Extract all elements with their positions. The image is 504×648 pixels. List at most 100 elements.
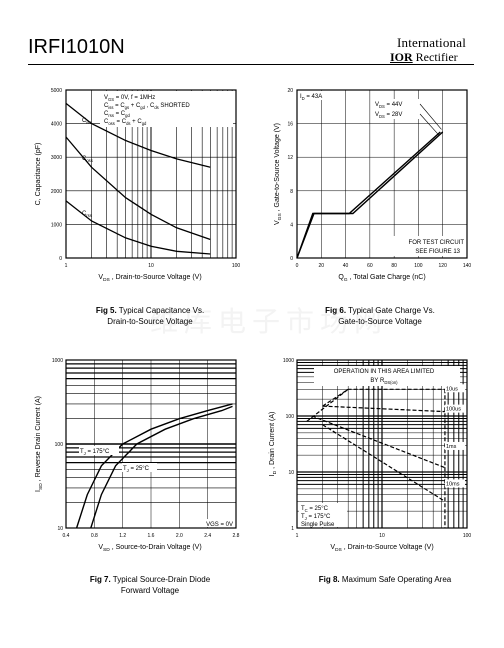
fig7-ytick: 10 [57,526,63,532]
fig8-ytick: 1 [291,526,294,532]
fig8-xtick: 10 [379,533,385,539]
fig7-ylabel: ISD , Reverse Drain Current (A) [35,396,44,492]
fig6-xtick: 60 [367,263,373,269]
header-rule [28,64,474,65]
fig7-t1-bg [79,446,119,455]
fig5-xtick: 10 [148,263,154,269]
fig6-ylabel: VGS , Gate-to-Source Voltage (V) [274,123,283,225]
fig6-xtick: 120 [439,263,448,269]
fig7-caption-num: Fig 7. [89,575,111,584]
fig6-xtick: 40 [343,263,349,269]
fig7-caption-line2: Forward Voltage [120,586,180,595]
fig7-xtick: 0.4 [63,533,70,539]
fig5-series-2 [65,200,211,255]
fig5-cond-bg [100,91,233,127]
fig5-series-0 [65,102,211,168]
fig6-frame [296,89,468,259]
fig5-ytick: 1000 [51,222,62,228]
fig8-xtick: 100 [463,533,472,539]
fig7-xtick: 2.8 [233,533,240,539]
fig5-ytick: 4000 [51,122,62,128]
brand-international: International [397,35,467,50]
fig7-vgs-bg [196,519,234,527]
fig5-ytick: 5000 [51,88,62,94]
ior-logo: IOR [390,50,413,64]
fig7-xtick: 2.0 [176,533,183,539]
fig6-ytick: 4 [290,222,293,228]
fig8-cond-bg [299,503,347,527]
fig8-pulse-0: 10us [446,386,458,392]
fig7-ytick: 100 [55,442,64,448]
fig6-note-bg [392,236,466,256]
fig6-note2: SEE FIGURE 13 [415,249,460,255]
fig7-xtick: 1.6 [148,533,155,539]
fig8-ytick: 1000 [283,358,294,364]
fig8-op-bg [314,366,460,386]
fig5-series-1 [65,136,211,241]
fig5-frame [65,89,237,259]
fig8-caption: Fig 8. Maximum Safe Operating Area [285,574,485,585]
fig8-pulse-bg-3 [445,479,465,488]
fig7-series-1 [90,405,233,529]
fig5-label-coss: Coss [82,156,93,163]
fig6-xtick: 140 [463,263,472,269]
fig5-ytick: 3000 [51,155,62,161]
fig8-series-3 [322,424,446,502]
part-number: IRFI1010N [28,36,125,58]
fig6-note1: FOR TEST CIRCUIT [409,240,465,246]
fig8-pulse-3: 10ms [446,481,460,487]
fig5-ytick: 0 [59,256,62,262]
fig7-xtick: 1.2 [119,533,126,539]
fig5-xtick: 100 [232,263,241,269]
fig6-ytick: 16 [287,122,293,128]
fig6-arrow2 [419,113,440,136]
fig6-ytick: 0 [290,256,293,262]
fig8-rds-limit [306,388,349,422]
fig8-pulse-bg-2 [445,441,465,450]
fig6-id-bg [298,91,334,100]
fig8-caption-line1: Maximum Safe Operating Area [341,575,452,584]
fig5-label-ciss: Ciss [82,118,91,125]
fig5-ylabel: C, Capacitance (pF) [35,143,42,206]
fig5-ytick: 2000 [51,189,62,195]
fig8-pulse-bg-1 [445,404,465,413]
fig7-ytick: 1000 [52,358,63,364]
fig5-caption-num: Fig 5. [95,306,117,315]
fig5-caption-line1: Typical Capacitance Vs. [118,306,205,315]
fig5-caption: Fig 5. Typical Capacitance Vs. Drain-to-… [60,305,240,327]
fig8-series-0 [322,388,445,407]
fig6-vds44: VDS = 44V [375,102,402,109]
fig6-ytick: 12 [287,155,293,161]
fig8-pulse-bg-0 [445,384,465,393]
fig7-t2: TJ = 25°C [123,466,150,473]
fig8-tc: TC = 25°C [301,506,329,513]
fig6-caption: Fig 6. Typical Gate Charge Vs. Gate-to-S… [290,305,470,327]
fig8-tj: TJ = 175°C [301,514,331,521]
fig5-label-crss: Crss [82,211,92,218]
fig8-ytick: 100 [286,414,295,420]
fig7-series-0 [75,403,233,529]
fig6-xtick: 0 [296,263,299,269]
fig6-series-1 [296,131,441,259]
fig7-xlabel: VSD , Source-to-Drain Voltage (V) [98,544,201,553]
fig6-ytick: 20 [287,88,293,94]
fig7-caption: Fig 7. Typical Source-Drain Diode Forwar… [60,574,240,596]
fig6-id-label: ID = 43A [300,94,322,101]
fig7-t2-bg [122,463,157,472]
fig7-caption-line1: Typical Source-Drain Diode [112,575,211,584]
fig5-cond4: Coss = Cds + Cgd [104,119,147,126]
fig7-t1: TJ = 175°C [80,449,110,456]
fig6-vds-bg [372,99,422,119]
fig6-caption-num: Fig 6. [325,306,347,315]
brand-rectifier-text: Rectifier [415,50,458,64]
fig5-cond3: Crss = Cgd [104,111,130,118]
fig8-ytick: 10 [288,470,294,476]
fig5-cond1: VGS = 0V, f = 1MHz [104,95,155,102]
fig7-vgs: VGS = 0V [206,522,233,528]
fig6-xtick: 100 [414,263,423,269]
fig6-xtick: 20 [319,263,325,269]
brand-rectifier: IOR Rectifier [390,50,458,65]
fig8-xlabel: VDS , Drain-to-Source Voltage (V) [330,544,433,553]
fig6-series-0 [296,131,444,259]
fig8-ylabel: ID , Drain Current (A) [269,412,278,477]
